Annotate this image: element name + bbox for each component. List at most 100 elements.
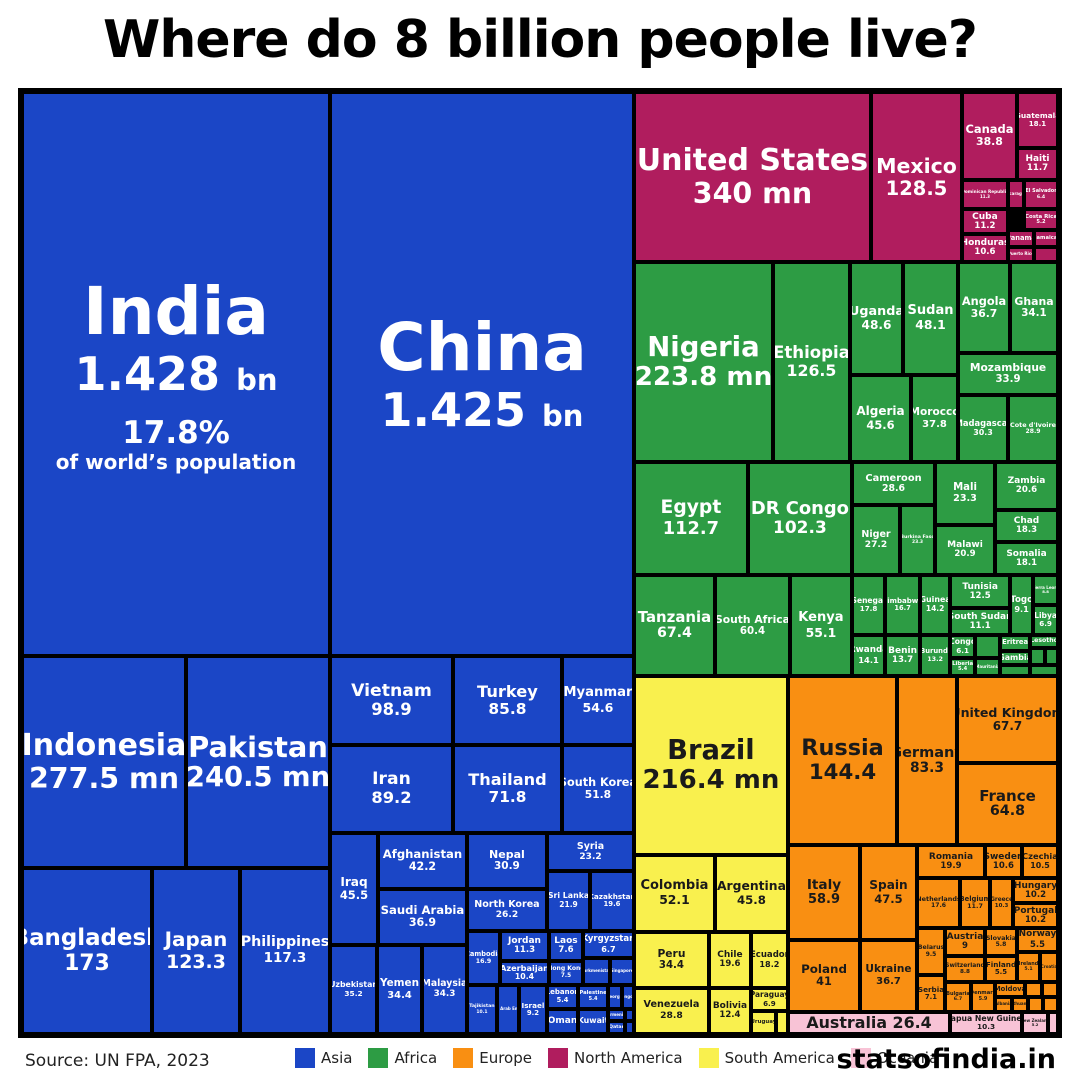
cell-label: 11.1 (969, 620, 991, 631)
cell-malaysia: Malaysia 34.3 (421, 944, 467, 1034)
cell-filler (1045, 648, 1058, 666)
source-label: Source: UN FPA, 2023 (25, 1051, 210, 1071)
cell-label: 11.3 (979, 193, 990, 199)
cell-label: Hong Kong (549, 965, 583, 973)
legend-swatch-africa (368, 1048, 389, 1068)
cell-algeria: Algeria 45.6 (849, 375, 911, 462)
legend-swatch-oceania (850, 1048, 871, 1068)
cell-mali: Mali 23.3 (935, 462, 995, 526)
legend-swatch-asia (295, 1048, 315, 1068)
cell-label: 23.3 (953, 492, 977, 504)
cell-label: 126.5 (786, 361, 837, 381)
cell-label: 14.1 (858, 654, 879, 665)
cell-iraq: Iraq 45.5 (330, 832, 378, 945)
cell-filler (975, 635, 1001, 659)
cell-label: Peru (657, 947, 686, 961)
page-title: Where do 8 billion people live? (103, 10, 978, 70)
cell-label: Madagascar (960, 418, 1008, 429)
cell-united-arab-emirates: United Arab Emirates (497, 985, 519, 1034)
cell-dominican-republic: Dominican Republic 11.3 (961, 179, 1008, 209)
cell-label: 14.2 (925, 604, 945, 614)
cell-label: Chile (717, 950, 743, 961)
cell-label: South Korea (561, 775, 634, 789)
cell-label: Mongolia (624, 993, 634, 999)
legend-item-europe: Europe (453, 1048, 532, 1068)
cell-togo: Togo 9.1 (1010, 575, 1034, 636)
cell-syria: Syria 23.2 (547, 832, 635, 871)
cell-label: 6.1 (956, 645, 970, 655)
legend-label: South America (724, 1049, 835, 1067)
cell-label: 128.5 (885, 176, 948, 200)
legend-label: Asia (321, 1049, 353, 1067)
cell-uzbekistan: Uzbekistan 35.2 (330, 944, 378, 1034)
cell-uganda: Uganda 48.6 (849, 262, 903, 376)
cell-label: 117.3 (263, 950, 307, 967)
cell-label: 45.5 (339, 888, 369, 903)
cell-liberia: Liberia 5.4 (950, 658, 976, 676)
cell-egypt: Egypt 112.7 (633, 462, 748, 576)
cell-philippines: Philippines 117.3 (239, 868, 330, 1034)
footer: Source: UN FPA, 2023 Asia Africa Europe Nor… (0, 1042, 1080, 1080)
cell-iran: Iran 89.2 (330, 744, 453, 833)
cell-label: 18.3 (1015, 525, 1038, 536)
cell-costa-rica: Costa Rica 5.2 (1024, 208, 1058, 230)
cell-filler (1030, 665, 1058, 676)
cell-croatia: Croatia (1039, 952, 1058, 982)
cell-label: 34.4 (387, 989, 412, 1001)
legend-swatch-europe (453, 1048, 474, 1068)
cell-nicaragua: Nicaragua (1007, 179, 1024, 209)
cell-label: Angola (961, 294, 1007, 309)
cell-turkmenistan: Turkmenistan (582, 958, 611, 985)
cell-afghanistan: Afghanistan 42.2 (377, 832, 467, 889)
cell-label: Zambia (1007, 476, 1046, 487)
cell-oman: Oman (547, 1009, 578, 1034)
cell-label: DR Congo (750, 498, 849, 519)
cell-label: Iran (372, 769, 411, 790)
cell-label: Netherlands (917, 894, 960, 903)
cell-label: Kuwait (578, 1016, 609, 1026)
cell-label: 28.6 (881, 482, 906, 494)
cell-netherlands: Netherlands 17.6 (917, 878, 960, 929)
cell-label: 34.3 (433, 988, 456, 999)
cell-pakistan: Pakistan 240.5 mn (185, 655, 330, 868)
cell-label: 34.1 (1021, 306, 1047, 319)
cell-brazil: Brazil 216.4 mn (633, 676, 788, 855)
cell-label: 240.5 mn (185, 761, 330, 793)
cell-label: Turkmenistan (583, 968, 610, 974)
cell-eritrea: Eritrea (1000, 635, 1031, 652)
cell-label: Indonesia (22, 728, 186, 764)
cell-label: Lithuania (1013, 1001, 1027, 1007)
cell-cambodia: Cambodia16.9 (466, 931, 500, 985)
cell-kyrgyzstan: Kyrgyzstan 6.7 (582, 931, 634, 959)
cell-label: Palestine (579, 990, 607, 997)
cell-label: Libya (1034, 610, 1058, 620)
cell-label: 9.2 (526, 1008, 540, 1017)
cell-label: Lesotho (1030, 637, 1058, 645)
cell-kazakhstan: Kazakhstan 19.6 (590, 871, 634, 932)
cell-label: Cote d'Ivoire (1010, 420, 1056, 429)
cell-label: Egypt (660, 497, 722, 519)
cell-label: 5.8 (995, 941, 1007, 949)
cell-label: Albania (995, 1001, 1012, 1007)
cell-label: 42.2 (408, 860, 437, 874)
cell-label: Ukraine (865, 963, 912, 976)
treemap: India 1.428 bn 17.8% of world’s population C… (18, 88, 1062, 1038)
cell-label: 7.5 (560, 973, 572, 980)
cell-label: Laos (554, 936, 578, 947)
cell-label: Ecuador (750, 949, 788, 960)
cell-dr-congo: DR Congo 102.3 (747, 462, 852, 576)
cell-label: 5.4 (958, 666, 968, 673)
cell-label: Puerto Rico (1007, 251, 1034, 257)
cell-label: Uganda (849, 303, 903, 319)
cell-burundi: Burundi 13.2 (920, 635, 951, 677)
cell-label: Philippines (240, 934, 330, 951)
cell-label: Japan (164, 928, 228, 952)
cell-label: 10.3 (994, 903, 1009, 910)
cell-label: Ethiopia (773, 342, 850, 362)
cell-label: 19.9 (940, 860, 962, 871)
cell-thailand: Thailand 71.8 (452, 744, 562, 833)
cell-label: Rwanda (854, 644, 883, 655)
cell-label: Armenia (610, 1011, 625, 1017)
cell-label: Dominican Republic (961, 188, 1008, 194)
cell-burkina-faso: Burkina Faso 23.3 (900, 504, 936, 576)
